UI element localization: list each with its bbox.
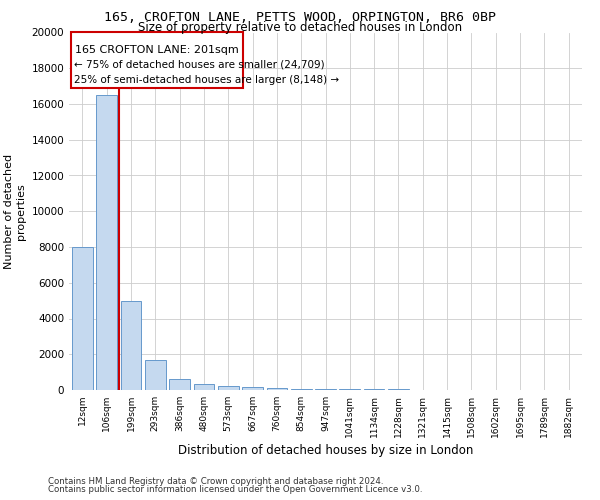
Bar — [72, 247, 93, 390]
FancyBboxPatch shape — [71, 32, 243, 88]
X-axis label: Distribution of detached houses by size in London: Distribution of detached houses by size … — [178, 444, 473, 457]
Bar — [97, 95, 117, 390]
Text: 25% of semi-detached houses are larger (8,148) →: 25% of semi-detached houses are larger (… — [74, 76, 339, 86]
Bar — [194, 384, 214, 390]
Text: 165 CROFTON LANE: 201sqm: 165 CROFTON LANE: 201sqm — [75, 45, 239, 55]
Bar — [242, 388, 263, 390]
Bar — [169, 380, 190, 390]
Text: Contains HM Land Registry data © Crown copyright and database right 2024.: Contains HM Land Registry data © Crown c… — [48, 477, 383, 486]
Y-axis label: Number of detached
properties: Number of detached properties — [4, 154, 26, 269]
Bar — [291, 388, 311, 390]
Bar — [315, 389, 336, 390]
Text: Size of property relative to detached houses in London: Size of property relative to detached ho… — [138, 22, 462, 35]
Text: Contains public sector information licensed under the Open Government Licence v3: Contains public sector information licen… — [48, 485, 422, 494]
Text: ← 75% of detached houses are smaller (24,709): ← 75% of detached houses are smaller (24… — [74, 60, 325, 70]
Bar — [218, 386, 239, 390]
Bar — [340, 389, 360, 390]
Bar — [121, 300, 142, 390]
Text: 165, CROFTON LANE, PETTS WOOD, ORPINGTON, BR6 0BP: 165, CROFTON LANE, PETTS WOOD, ORPINGTON… — [104, 11, 496, 24]
Bar — [145, 360, 166, 390]
Bar — [266, 388, 287, 390]
